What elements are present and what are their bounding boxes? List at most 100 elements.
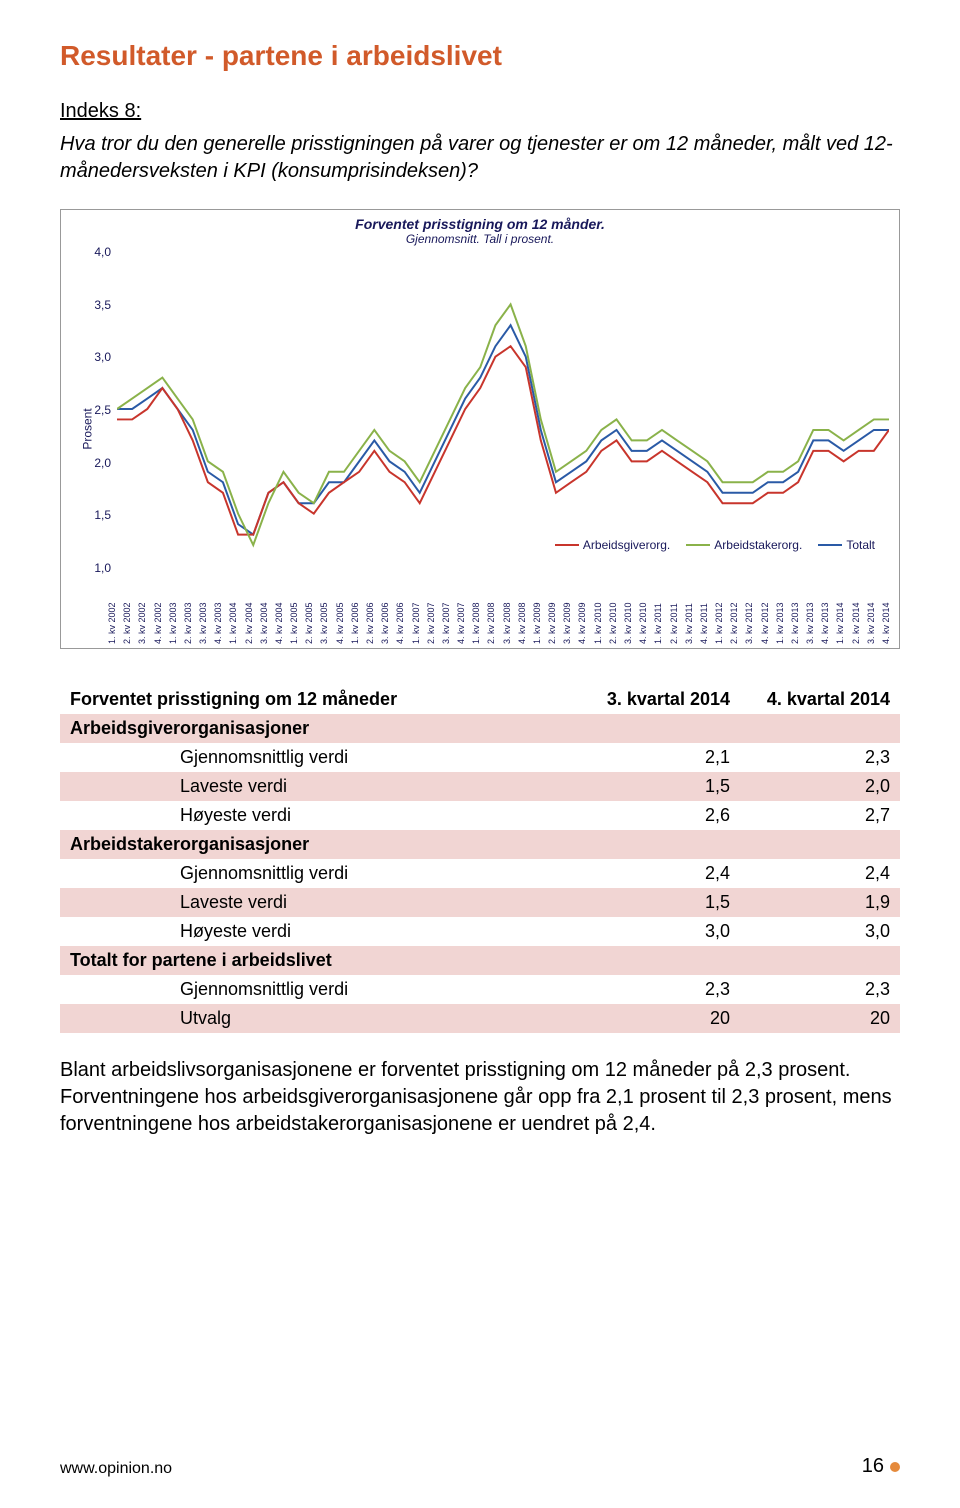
table-cell: Høyeste verdi [60,801,580,830]
table-section-row: Arbeidstakerorganisasjoner [60,830,900,859]
x-tick: 3. kv 2011 [684,603,694,644]
index-label: Indeks 8: [60,100,900,123]
chart-legend: Arbeidsgiverorg. Arbeidstakerorg. Totalt [551,536,879,554]
y-tick: 3,0 [71,350,111,364]
x-tick: 2. kv 2006 [365,602,375,644]
x-tick: 1. kv 2005 [289,602,299,644]
x-tick: 1. kv 2012 [714,602,724,644]
x-tick: 1. kv 2004 [228,602,238,644]
table-cell: Gjennomsnittlig verdi [60,975,580,1004]
x-tick: 2. kv 2002 [122,602,132,644]
table-cell: 3,0 [580,917,740,946]
x-tick: 2. kv 2007 [426,602,436,644]
table-cell: 2,6 [580,801,740,830]
table-cell: 2,4 [580,859,740,888]
table-row: Gjennomsnittlig verdi2,32,3 [60,975,900,1004]
table-cell: 2,7 [740,801,900,830]
table-header-cell: 3. kvartal 2014 [580,685,740,714]
survey-question: Hva tror du den generelle prisstigningen… [60,131,900,185]
x-tick: 2. kv 2010 [608,602,618,644]
table-cell: Gjennomsnittlig verdi [60,743,580,772]
x-tick: 1. kv 2013 [775,602,785,644]
table-cell: 20 [740,1004,900,1033]
x-tick: 1. kv 2003 [168,602,178,644]
table-row: Laveste verdi1,52,0 [60,772,900,801]
x-tick: 4. kv 2010 [638,602,648,644]
x-tick: 1. kv 2009 [532,602,542,644]
x-tick: 2. kv 2005 [304,602,314,644]
table-row: Høyeste verdi2,62,7 [60,801,900,830]
x-tick: 4. kv 2014 [881,602,891,644]
x-tick: 4. kv 2009 [577,602,587,644]
table-cell: 20 [580,1004,740,1033]
y-tick: 1,5 [71,508,111,522]
legend-label: Totalt [846,538,875,552]
table-section-row: Totalt for partene i arbeidslivet [60,946,900,975]
x-tick: 3. kv 2009 [562,602,572,644]
page-title: Resultater - partene i arbeidslivet [60,40,900,72]
page-footer: www.opinion.no 16 [60,1455,900,1478]
x-tick: 2. kv 2003 [183,602,193,644]
x-tick: 1. kv 2014 [835,602,845,644]
x-tick: 1. kv 2007 [411,602,421,644]
table-header-cell: 4. kvartal 2014 [740,685,900,714]
x-tick: 2. kv 2013 [790,602,800,644]
table-cell: 2,3 [740,743,900,772]
x-tick: 4. kv 2003 [213,602,223,644]
data-table: Forventet prisstigning om 12 måneder3. k… [60,685,900,1033]
x-tick: 3. kv 2006 [380,602,390,644]
table-row: Høyeste verdi3,03,0 [60,917,900,946]
page-number: 16 [862,1455,900,1478]
x-tick: 3. kv 2007 [441,602,451,644]
plot-area [117,252,889,566]
table-cell: 3,0 [740,917,900,946]
x-tick: 2. kv 2004 [244,602,254,644]
table-section-title: Arbeidstakerorganisasjoner [60,830,900,859]
x-tick: 3. kv 2010 [623,602,633,644]
table-cell: Laveste verdi [60,772,580,801]
table-row: Gjennomsnittlig verdi2,12,3 [60,743,900,772]
legend-label: Arbeidstakerorg. [714,538,802,552]
y-tick: 2,0 [71,456,111,470]
chart: Forventet prisstigning om 12 månder. Gje… [60,209,900,649]
table-row: Gjennomsnittlig verdi2,42,4 [60,859,900,888]
legend-label: Arbeidsgiverorg. [583,538,670,552]
x-tick: 2. kv 2008 [486,602,496,644]
x-tick: 4. kv 2002 [153,602,163,644]
x-tick: 3. kv 2008 [502,602,512,644]
table-cell: 2,3 [580,975,740,1004]
table-row: Laveste verdi1,51,9 [60,888,900,917]
legend-item: Arbeidsgiverorg. [555,538,670,552]
x-tick: 1. kv 2002 [107,602,117,644]
x-tick: 1. kv 2011 [653,603,663,644]
x-tick: 4. kv 2005 [335,602,345,644]
x-tick: 4. kv 2004 [274,602,284,644]
x-tick: 2. kv 2009 [547,602,557,644]
footer-url: www.opinion.no [60,1460,172,1478]
y-tick: 3,5 [71,298,111,312]
chart-title: Forventet prisstigning om 12 månder. Gje… [355,216,605,246]
legend-swatch-icon [686,544,710,546]
y-tick: 1,0 [71,561,111,575]
table-section-title: Arbeidsgiverorganisasjoner [60,714,900,743]
x-tick: 2. kv 2011 [669,603,679,644]
table-cell: 2,4 [740,859,900,888]
table-header-cell: Forventet prisstigning om 12 måneder [60,685,580,714]
x-tick: 3. kv 2013 [805,602,815,644]
table-cell: Gjennomsnittlig verdi [60,859,580,888]
table-row: Utvalg2020 [60,1004,900,1033]
table-cell: 2,1 [580,743,740,772]
y-tick: 2,5 [71,403,111,417]
x-tick: 4. kv 2013 [820,602,830,644]
x-tick: 3. kv 2014 [866,602,876,644]
x-tick: 1. kv 2006 [350,602,360,644]
chart-title-main: Forventet prisstigning om 12 månder. [355,216,605,232]
legend-item: Totalt [818,538,875,552]
chart-lines [117,252,889,566]
table-cell: Utvalg [60,1004,580,1033]
legend-item: Arbeidstakerorg. [686,538,802,552]
x-tick: 1. kv 2010 [593,602,603,644]
body-paragraph: Blant arbeidslivsorganisasjonene er forv… [60,1057,900,1138]
chart-subtitle: Gjennomsnitt. Tall i prosent. [355,232,605,246]
x-tick: 2. kv 2014 [851,602,861,644]
